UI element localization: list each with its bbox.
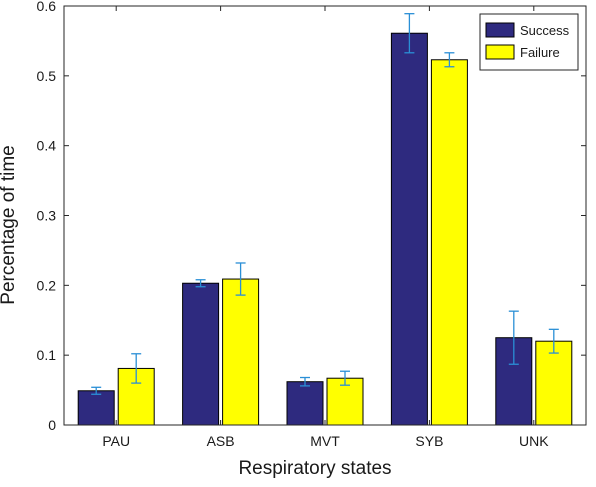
- y-tick-label: 0.2: [37, 277, 57, 293]
- bar-success-pau: [77, 390, 115, 426]
- y-tick-label: 0.3: [37, 208, 57, 224]
- y-axis-label: Percentage of time: [0, 145, 19, 304]
- x-axis-label: Respiratory states: [238, 458, 391, 479]
- bar-success-asb: [182, 282, 220, 426]
- legend: Success Failure: [479, 13, 579, 71]
- x-tick-label-mvt: MVT: [310, 433, 340, 449]
- y-tick-label: 0.1: [37, 347, 57, 363]
- legend-swatch-failure: [485, 44, 515, 60]
- bar-failure-syb: [430, 59, 468, 426]
- legend-label-failure: Failure: [520, 45, 560, 60]
- bar-failure-asb: [222, 278, 260, 426]
- y-tick-label: 0: [48, 417, 56, 433]
- x-tick-label-pau: PAU: [102, 433, 130, 449]
- bar-success-mvt: [286, 381, 324, 426]
- legend-label-success: Success: [520, 23, 570, 38]
- error-bars-group: [91, 13, 559, 395]
- x-tick-label-asb: ASB: [207, 433, 235, 449]
- axes-group: 0 0.1 0.2 0.3 0.4 0.5 0.6 PAU ASB MVT SYB UNK: [37, 0, 587, 449]
- y-tick-label: 0.5: [37, 68, 57, 84]
- bar-success-syb: [390, 32, 428, 426]
- bar-failure-unk: [535, 340, 573, 426]
- x-tick-label-syb: SYB: [415, 433, 443, 449]
- y-tick-label: 0.6: [37, 0, 57, 14]
- x-tick-label-unk: UNK: [519, 433, 549, 449]
- legend-swatch-success: [485, 22, 515, 38]
- y-tick-label: 0.4: [37, 138, 57, 154]
